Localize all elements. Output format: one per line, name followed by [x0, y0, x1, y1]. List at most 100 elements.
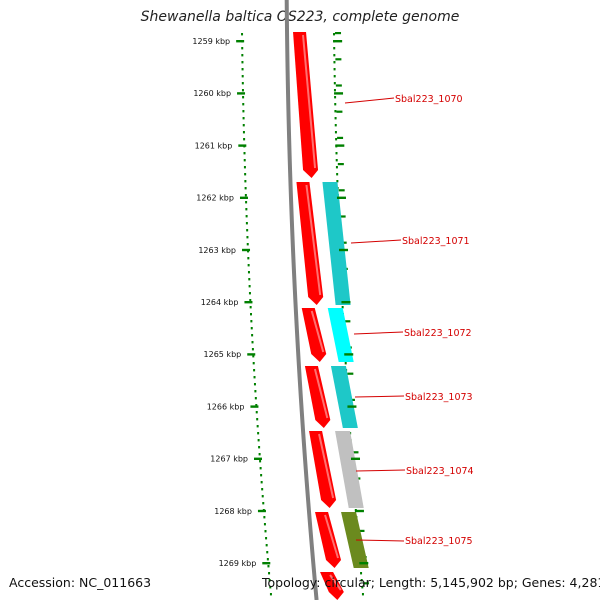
inner-scale-dot [244, 194, 247, 197]
tick-label: 1268 kbp [214, 507, 252, 516]
cog-category-block[interactable] [335, 431, 364, 508]
genome-stats-text: Topology: circular; Length: 5,145,902 bp… [262, 575, 600, 590]
cog-category-block[interactable] [327, 308, 354, 362]
outer-major-tick-mark [335, 144, 345, 147]
inner-scale-dot [246, 243, 249, 246]
outer-scale-dot [333, 89, 336, 92]
outer-scale-dot [334, 96, 337, 99]
inner-scale-dot [241, 61, 244, 64]
tick-label: 1264 kbp [201, 298, 239, 307]
inner-scale-dot [263, 516, 266, 519]
inner-scale-dot [265, 544, 268, 547]
inner-scale-dot [242, 117, 245, 120]
outer-minor-tick [358, 529, 365, 532]
inner-scale-dot [243, 166, 246, 169]
inner-scale-dot [243, 138, 246, 141]
outer-scale-dot [335, 159, 338, 162]
outer-scale-dot [333, 33, 336, 36]
outer-scale-dot [336, 173, 339, 176]
outer-minor-tick [335, 58, 342, 61]
major-tick-mark [262, 562, 271, 565]
gene-label[interactable]: Sbal223_1074 [406, 466, 474, 477]
cog-category-block[interactable] [322, 182, 351, 305]
inner-scale-dot [250, 327, 253, 330]
tick-label: 1269 kbp [219, 559, 257, 568]
gene-arrow-highlight [318, 433, 335, 499]
cog-category-block[interactable] [330, 366, 358, 428]
inner-scale-dot [242, 110, 245, 113]
gene-label-leader [355, 469, 406, 472]
outer-minor-tick [362, 582, 369, 585]
gene-label[interactable]: Sbal223_1072 [404, 328, 472, 339]
inner-scale-dot [242, 131, 245, 134]
gene-arrow-highlight [302, 34, 317, 169]
outer-scale-dot [334, 117, 337, 120]
gene-label[interactable]: Sbal223_1070 [395, 94, 463, 105]
inner-scale-dot [241, 47, 244, 50]
inner-scale-dot [263, 523, 266, 526]
gene-arrow[interactable] [320, 572, 344, 600]
inner-scale-dot [247, 271, 250, 274]
outer-minor-tick [339, 215, 346, 218]
inner-scale-dot [257, 439, 260, 442]
inner-scale-dot [246, 229, 249, 232]
outer-major-tick-mark [334, 92, 344, 95]
inner-scale-dot [260, 481, 263, 484]
gene-label[interactable]: Sbal223_1071 [402, 236, 470, 247]
inner-scale-dot [246, 236, 249, 239]
inner-scale-dot [266, 551, 269, 554]
tick-label: 1260 kbp [193, 89, 231, 98]
outer-scale-dot [333, 47, 336, 50]
outer-scale-dot [333, 54, 336, 57]
genome-backbone [284, 0, 319, 600]
gene-label[interactable]: Sbal223_1075 [405, 536, 473, 547]
tick-label: 1265 kbp [204, 350, 242, 359]
gene-label-leader [355, 539, 405, 542]
inner-scale-dot [260, 474, 263, 477]
gene-arrow-highlight [310, 310, 325, 353]
major-tick-mark [237, 92, 246, 95]
outer-scale-dot [333, 61, 336, 64]
outer-scale-dot [334, 124, 337, 127]
gene-arrow[interactable] [296, 182, 324, 305]
gene-arrow-highlight [313, 368, 329, 419]
inner-scale-dot [251, 334, 254, 337]
inner-scale-dot [268, 572, 271, 575]
gene-arrow[interactable] [315, 512, 342, 568]
tick-label: 1262 kbp [196, 194, 234, 203]
outer-minor-tick [352, 451, 359, 454]
inner-scale-dot [255, 411, 258, 414]
outer-scale-dot [333, 82, 336, 85]
inner-scale-dot [248, 278, 251, 281]
inner-scale-dot [241, 82, 244, 85]
cog-category-block[interactable] [341, 512, 369, 568]
inner-scale-dot [241, 89, 244, 92]
inner-scale-dot [266, 558, 269, 561]
inner-scale-dot [269, 593, 272, 596]
inner-scale-dot [251, 348, 254, 351]
inner-scale-dot [248, 285, 251, 288]
gene-label-leader [350, 239, 402, 244]
major-tick-mark [236, 40, 245, 43]
gene-arrow[interactable] [309, 431, 337, 508]
inner-scale-dot [269, 586, 272, 589]
inner-scale-dot [249, 306, 252, 309]
gene-arrow[interactable] [304, 366, 331, 428]
inner-scale-dot [245, 208, 248, 211]
inner-scale-dot [249, 299, 252, 302]
gene-label[interactable]: Sbal223_1073 [405, 392, 473, 403]
tick-label: 1261 kbp [195, 141, 233, 150]
gene-arrow[interactable] [301, 308, 327, 362]
major-tick-mark [242, 248, 251, 252]
outer-major-tick-mark [336, 196, 346, 199]
outer-scale-dot [335, 138, 338, 141]
inner-scale-dot [256, 418, 259, 421]
outer-minor-tick [335, 84, 342, 87]
major-tick-mark [257, 509, 266, 513]
outer-scale-dot [335, 166, 338, 169]
outer-major-tick-mark [347, 405, 357, 408]
inner-scale-dot [257, 432, 260, 435]
outer-major-tick-mark [354, 509, 364, 513]
outer-minor-tick [337, 136, 344, 139]
inner-scale-dot [250, 320, 253, 323]
